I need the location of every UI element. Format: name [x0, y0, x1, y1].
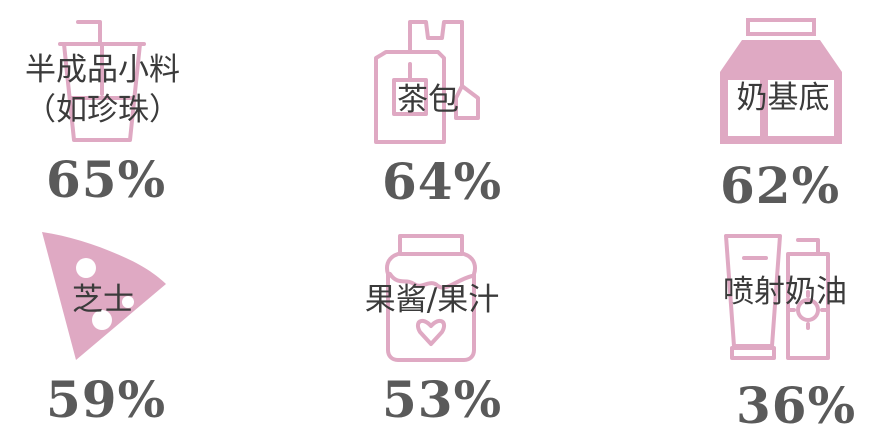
- item-label: 果酱/果汁: [364, 282, 500, 318]
- tea-bag-icon: [374, 20, 480, 144]
- item-label: 茶包: [397, 82, 459, 118]
- milk-carton-icon: [720, 18, 842, 144]
- item-percent: 59%: [46, 370, 167, 429]
- jam-jar-icon: [385, 234, 477, 362]
- bubble-tea-cup-icon: [58, 20, 146, 142]
- item-label: 芝士: [72, 282, 134, 318]
- item-sublabel: （如珍珠）: [25, 92, 180, 128]
- item-label: 半成品小料: [25, 52, 180, 88]
- item-percent: 64%: [382, 152, 503, 211]
- item-percent: 36%: [736, 376, 857, 435]
- cheese-icon: [42, 232, 166, 360]
- cream-tube-icon: [724, 234, 830, 360]
- item-percent: 53%: [382, 370, 503, 429]
- item-percent: 62%: [720, 156, 841, 215]
- item-percent: 65%: [46, 150, 167, 209]
- item-label: 奶基底: [736, 80, 830, 116]
- item-label: 喷射奶油: [723, 274, 847, 310]
